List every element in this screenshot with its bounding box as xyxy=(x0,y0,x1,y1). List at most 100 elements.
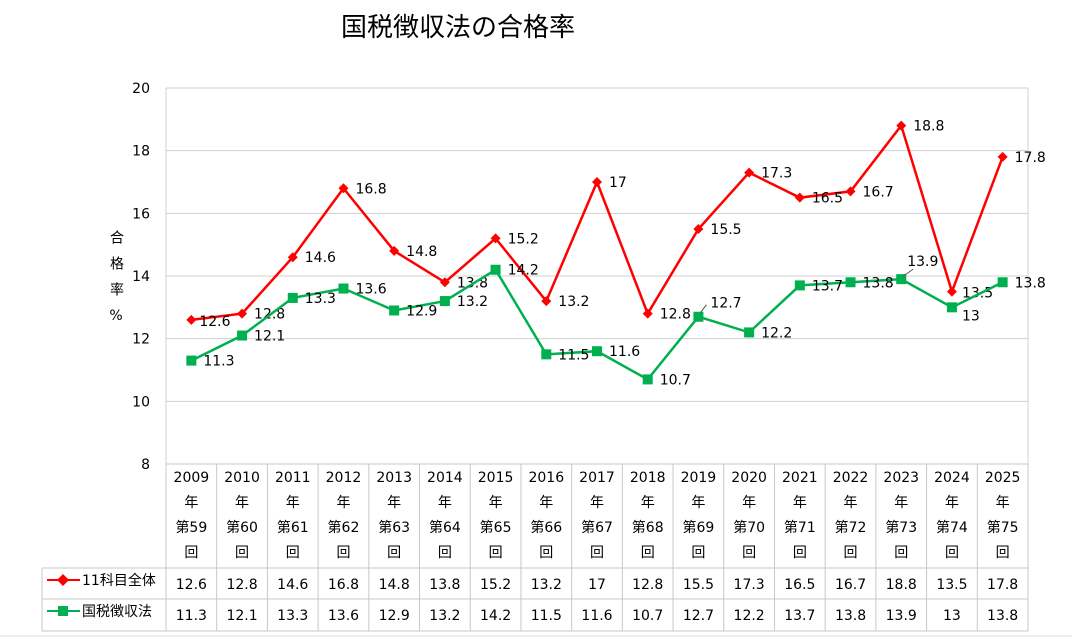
data-point-diamond xyxy=(389,245,400,256)
data-label: 13.2 xyxy=(558,294,589,310)
data-point-diamond xyxy=(541,296,552,307)
table-cell: 17 xyxy=(588,577,606,593)
category-label: 回 xyxy=(641,545,655,561)
data-label: 11.6 xyxy=(609,344,640,360)
data-point-diamond xyxy=(186,314,197,325)
category-label: 第70 xyxy=(733,519,765,536)
data-label: 16.5 xyxy=(812,191,843,207)
category-label: 年 xyxy=(641,495,655,511)
category-label: 第73 xyxy=(885,519,917,536)
data-label: 12.8 xyxy=(660,307,691,323)
table-cell: 16.8 xyxy=(328,577,359,593)
table-cell: 11.5 xyxy=(531,608,562,624)
table-cell: 14.6 xyxy=(277,577,308,593)
category-label: 第67 xyxy=(581,519,613,536)
data-label: 13.7 xyxy=(812,278,843,294)
category-label: 回 xyxy=(691,545,705,561)
table-cell: 13.2 xyxy=(429,608,460,624)
category-label: 年 xyxy=(438,495,452,511)
table-cell: 12.2 xyxy=(734,608,765,624)
data-point-square xyxy=(896,274,907,285)
y-tick-label: 20 xyxy=(132,81,150,97)
data-label: 13 xyxy=(962,308,980,324)
data-point-square xyxy=(642,374,653,385)
data-label: 13.2 xyxy=(457,294,488,310)
y-axis-ticks: 8 10 12 14 16 18 20 xyxy=(132,81,150,473)
data-point-square xyxy=(186,355,197,366)
gridlines xyxy=(165,87,1029,464)
table-cell: 13.5 xyxy=(936,577,967,593)
data-label: 13.9 xyxy=(907,254,938,270)
category-label: 2012 xyxy=(326,470,362,486)
legend-diamond-icon xyxy=(57,574,69,586)
category-label: 回 xyxy=(590,545,604,561)
category-label: 2025 xyxy=(985,470,1021,486)
category-label: 回 xyxy=(184,545,198,561)
category-label: 年 xyxy=(844,495,858,511)
category-label: 2024 xyxy=(934,470,970,486)
data-point-square xyxy=(439,296,450,307)
category-label: 第61 xyxy=(277,519,309,536)
table-cell: 16.5 xyxy=(784,577,815,593)
data-label: 15.2 xyxy=(508,231,539,247)
category-label: 2023 xyxy=(883,470,919,486)
data-point-diamond xyxy=(237,308,248,319)
y-tick-label: 10 xyxy=(132,394,150,410)
data-label: 13.6 xyxy=(355,282,386,298)
table-cell: 15.5 xyxy=(683,577,714,593)
y-tick-label: 8 xyxy=(141,457,150,473)
category-label: 回 xyxy=(539,545,553,561)
table-cell: 13.9 xyxy=(886,608,917,624)
category-label: 回 xyxy=(286,545,300,561)
category-label: 年 xyxy=(742,495,756,511)
category-label: 回 xyxy=(894,545,908,561)
category-label: 第64 xyxy=(429,519,461,536)
category-label: 回 xyxy=(235,545,249,561)
category-label: 2018 xyxy=(630,470,666,486)
category-label: 回 xyxy=(336,545,350,561)
data-label: 13.8 xyxy=(863,275,894,291)
table-cell: 13.3 xyxy=(277,608,308,624)
category-label: 2017 xyxy=(579,470,615,486)
table-cell: 14.2 xyxy=(480,608,511,624)
data-point-diamond xyxy=(642,308,653,319)
data-label: 12.9 xyxy=(406,303,437,319)
table-cell: 13.2 xyxy=(531,577,562,593)
table-cell: 13.6 xyxy=(328,608,359,624)
data-point-square xyxy=(946,302,957,313)
y-tick-label: 14 xyxy=(132,269,150,285)
data-label: 12.1 xyxy=(254,329,285,345)
category-label: 年 xyxy=(235,495,249,511)
table-cell: 13.8 xyxy=(835,608,866,624)
data-label: 12.7 xyxy=(710,296,741,312)
data-label: 14.6 xyxy=(305,250,336,266)
data-point-diamond xyxy=(490,233,501,244)
category-label: 2013 xyxy=(376,470,412,486)
table-cell: 17.3 xyxy=(734,577,765,593)
category-label: 2019 xyxy=(681,470,717,486)
table-cell: 12.6 xyxy=(176,577,207,593)
category-label: 2020 xyxy=(731,470,767,486)
category-label: 回 xyxy=(844,545,858,561)
category-label: 2015 xyxy=(478,470,514,486)
chart-title: 国税徴収法の合格率 xyxy=(341,13,575,43)
y-tick-label: 12 xyxy=(132,332,150,348)
data-point-diamond xyxy=(338,183,349,194)
category-label: 回 xyxy=(793,545,807,561)
table-cell: 13.8 xyxy=(987,608,1018,624)
data-label: 11.5 xyxy=(558,347,589,363)
category-label: 年 xyxy=(793,495,807,511)
table-cell: 10.7 xyxy=(632,608,663,624)
data-point-diamond xyxy=(896,120,907,131)
data-point-square xyxy=(845,277,856,288)
y-tick-label: 18 xyxy=(132,144,150,160)
category-label: 第65 xyxy=(480,519,512,536)
data-label: 13.8 xyxy=(1015,275,1046,291)
data-point-square xyxy=(338,283,349,294)
data-label: 17.8 xyxy=(1015,150,1046,166)
y-tick-label: 16 xyxy=(132,206,150,222)
table-cell: 12.8 xyxy=(226,577,257,593)
data-point-square xyxy=(389,305,400,316)
data-point-diamond xyxy=(287,252,298,263)
